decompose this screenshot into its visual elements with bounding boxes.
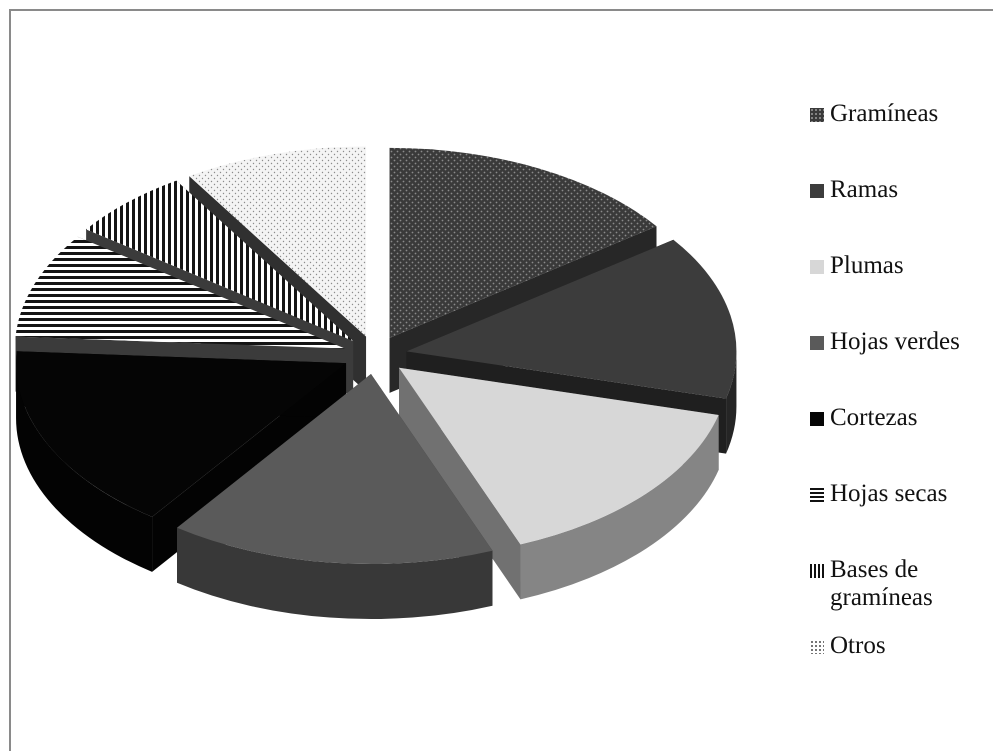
legend-swatch-plumas (810, 260, 824, 274)
slice-top-otros (189, 146, 367, 337)
slice-top-bases-de-gramineas (86, 180, 354, 342)
legend-item-hojas-secas: Hojas secas (810, 480, 990, 508)
slice-plumas (399, 367, 719, 600)
slice-top-hojas-verdes (177, 374, 493, 565)
chart-frame (9, 9, 993, 751)
legend-swatch-cortezas (810, 412, 824, 426)
slice-top-ramas (406, 239, 737, 399)
legend-label: Hojas secas (830, 480, 948, 507)
legend-swatch-otros (810, 640, 824, 654)
slice-top-cortezas (16, 351, 347, 517)
slice-side-wall (399, 367, 521, 600)
legend-label: Otros (830, 632, 886, 659)
slice-outer-wall (520, 414, 719, 600)
slice-top-gramineas (389, 147, 657, 338)
legend-label: Bases de gramíneas (830, 556, 933, 611)
legend-item-bases-de-gramineas: Bases de gramíneas (810, 556, 990, 612)
legend-label: Hojas verdes (830, 328, 960, 355)
slice-top-hojas-secas (15, 236, 345, 349)
legend-swatch-hojas-secas (810, 488, 824, 502)
legend-item-cortezas: Cortezas (810, 404, 990, 432)
legend-item-otros: Otros (810, 632, 990, 660)
legend-item-hojas-verdes: Hojas verdes (810, 328, 990, 356)
legend-item-gramineas: Gramíneas (810, 100, 990, 128)
slice-hojas-verdes (177, 374, 493, 620)
slice-top-plumas (399, 367, 719, 545)
legend-label: Plumas (830, 252, 904, 279)
legend-item-ramas: Ramas (810, 176, 990, 204)
legend-swatch-ramas (810, 184, 824, 198)
legend-label: Ramas (830, 176, 899, 203)
slice-outer-wall (16, 363, 153, 572)
legend-label: Gramíneas (830, 100, 939, 127)
slice-outer-wall (726, 351, 737, 454)
legend-label: Cortezas (830, 404, 918, 431)
legend-swatch-gramineas (810, 108, 824, 122)
legend-swatch-bases-de-gramineas (810, 564, 824, 578)
legend-swatch-hojas-verdes (810, 336, 824, 350)
slice-outer-wall (177, 527, 493, 620)
legend-item-plumas: Plumas (810, 252, 990, 280)
